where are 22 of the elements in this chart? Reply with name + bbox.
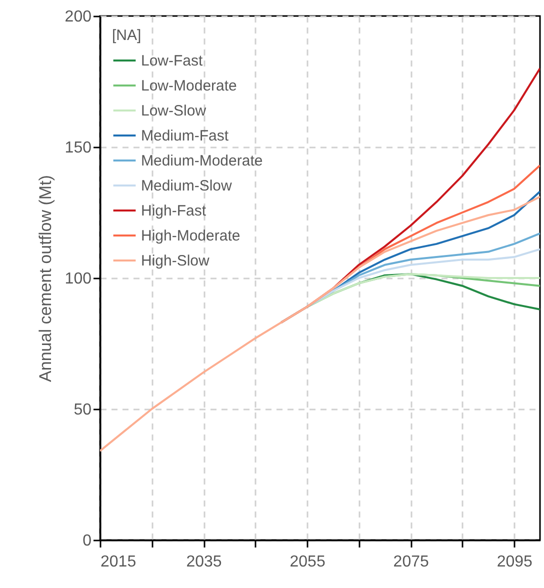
legend-title: [NA] (112, 27, 142, 44)
legend-label: High-Slow (141, 252, 210, 270)
legend-label: Low-Fast (141, 52, 204, 70)
legend-label: Medium-Slow (141, 178, 232, 194)
x-tick-label: 2075 (393, 554, 429, 570)
y-tick-label: 150 (64, 140, 92, 156)
legend-label: Medium-Fast (141, 128, 230, 144)
x-tick-label: 2055 (290, 554, 326, 570)
y-tick-label: 200 (64, 8, 92, 26)
legend-label: High-Moderate (141, 228, 240, 244)
x-tick-label: 2035 (186, 554, 222, 570)
x-tick-label: 2095 (496, 554, 533, 570)
x-tick-label: 2015 (100, 554, 136, 570)
legend-label: Medium-Moderate (141, 152, 263, 170)
legend-label: Low-Slow (141, 102, 206, 120)
legend-label: High-Fast (141, 202, 207, 220)
y-tick-label: 0 (82, 532, 92, 550)
y-tick-label: 100 (64, 270, 92, 288)
line-series (100, 196, 540, 452)
y-axis-title: Annual cement outflow (Mt) (36, 175, 55, 382)
legend-label: Low-Moderate (141, 78, 237, 94)
y-tick-label: 50 (74, 402, 92, 418)
